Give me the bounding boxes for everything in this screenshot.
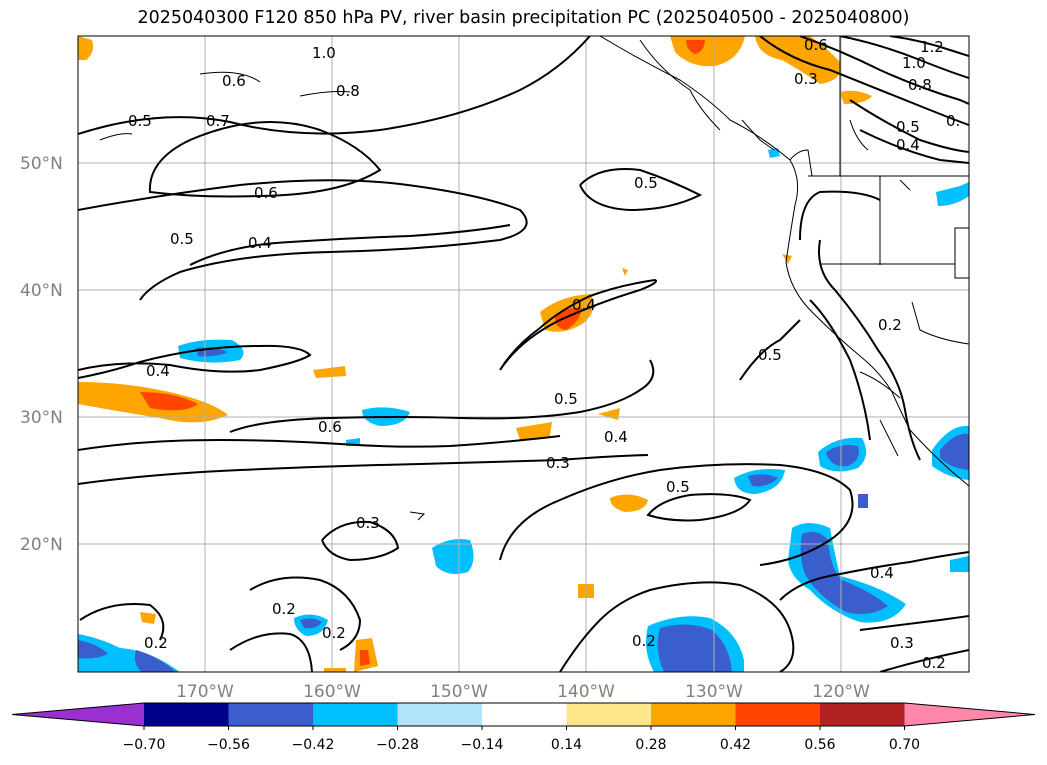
lon-label: 130°W	[685, 682, 743, 702]
lon-label: 150°W	[430, 682, 488, 702]
colorbar-label: −0.42	[292, 737, 335, 753]
contour-label: 0.4	[572, 296, 596, 314]
shade-cyan	[432, 539, 474, 574]
shade-cyan	[950, 556, 969, 572]
contour-label: 0.2	[922, 654, 946, 672]
map-title: 2025040300 F120 850 hPa PV, river basin …	[137, 8, 910, 28]
shade-blue	[800, 532, 888, 614]
longitude-labels: 170°W 160°W 150°W 140°W 130°W 120°W	[176, 682, 870, 702]
map-frame	[77, 35, 970, 673]
contour-label: 0.3	[890, 634, 914, 652]
colorbar-segment	[482, 703, 567, 726]
contour-label: 0.4	[248, 234, 272, 252]
contour-label: 0.5	[170, 230, 194, 248]
colorbar-label: −0.28	[376, 737, 419, 753]
lon-label: 120°W	[812, 682, 870, 702]
contour-label: 0.2	[144, 634, 168, 652]
colorbar-segment	[228, 703, 314, 726]
contour-label: 0.5	[666, 478, 690, 496]
contour-label: 0.	[946, 112, 960, 130]
contour-label: 0.3	[794, 70, 818, 88]
shade-blue	[134, 650, 176, 672]
colorbar-label: 0.42	[720, 737, 751, 753]
shade-blue	[748, 474, 778, 487]
pv-contours	[78, 36, 969, 672]
shade-blue	[300, 618, 322, 629]
colorbar: −0.70 −0.56 −0.42 −0.28 −0.14 0.14 0.28 0.42 0.5…	[11, 702, 1036, 753]
shade-red	[140, 392, 198, 411]
shade-orange	[782, 254, 792, 264]
contour-label: 0.5	[896, 118, 920, 136]
shade-red	[360, 650, 370, 666]
colorbar-segment	[651, 703, 736, 726]
shade-blue	[826, 444, 859, 467]
lat-label: 20°N	[20, 535, 63, 555]
contour-label: 0.6	[254, 184, 278, 202]
contour-label: 0.5	[554, 390, 578, 408]
colorbar-label: 0.14	[551, 737, 582, 753]
shade-orange	[324, 668, 346, 672]
contour-label: 0.6	[318, 418, 342, 436]
contour-label: 0.2	[272, 600, 296, 618]
contour-label: 1.0	[902, 54, 926, 72]
shade-orange	[610, 494, 648, 512]
colorbar-extend-max	[904, 703, 1035, 726]
contour-label: 0.8	[908, 76, 932, 94]
contour-label: 0.2	[632, 632, 656, 650]
contour-label: 0.6	[222, 72, 246, 90]
contour-label: 0.4	[870, 564, 894, 582]
colorbar-label: 0.56	[804, 737, 835, 753]
colorbar-segment	[566, 703, 652, 726]
colorbar-segment	[397, 703, 483, 726]
contour-label: 0.3	[356, 514, 380, 532]
contour-label: 0.5	[758, 346, 782, 364]
colorbar-extend-min	[12, 703, 144, 726]
contour-label: 0.4	[146, 362, 170, 380]
contour-label: 0.6	[804, 36, 828, 54]
contour-label: 0.4	[604, 428, 628, 446]
shade-blue	[78, 640, 108, 659]
colorbar-segment	[144, 703, 229, 726]
contour-labels: 1.0 0.8 0.6 0.7 0.5 0.6 0.5 0.4 0.5 0.4 …	[128, 36, 960, 672]
shade-orange	[78, 36, 94, 60]
contour-label: 0.5	[634, 174, 658, 192]
shade-blue	[657, 624, 732, 672]
shade-blue	[940, 433, 969, 470]
colorbar-label: −0.14	[461, 737, 504, 753]
colorbar-label: −0.56	[207, 737, 250, 753]
colorbar-segment	[313, 703, 398, 726]
contour-label: 0.4	[896, 136, 920, 154]
contour-label: 0.2	[322, 624, 346, 642]
colorbar-label: 0.28	[635, 737, 666, 753]
shade-orange	[516, 422, 552, 440]
colorbar-segment	[820, 703, 905, 726]
shade-orange	[622, 268, 628, 276]
latitude-labels: 50°N 40°N 30°N 20°N	[20, 154, 63, 555]
lat-label: 50°N	[20, 154, 63, 174]
shade-orange	[840, 90, 872, 104]
shade-red	[686, 40, 705, 54]
lon-label: 160°W	[303, 682, 361, 702]
contour-label: 1.2	[920, 38, 944, 56]
contour-label: 0.2	[878, 316, 902, 334]
contour-label: 0.8	[336, 82, 360, 100]
colorbar-label: −0.70	[123, 737, 166, 753]
colorbar-segment	[735, 703, 821, 726]
lat-label: 30°N	[20, 408, 63, 428]
lon-label: 170°W	[176, 682, 234, 702]
shade-orange	[140, 612, 156, 624]
contour-label: 0.7	[206, 112, 230, 130]
contour-label: 0.5	[128, 112, 152, 130]
shade-orange	[313, 366, 346, 378]
shade-cyan	[936, 182, 969, 206]
contour-label: 1.0	[312, 44, 336, 62]
contour-label: 0.3	[546, 454, 570, 472]
lat-label: 40°N	[20, 281, 63, 301]
shade-cyan	[768, 148, 780, 158]
lon-label: 140°W	[557, 682, 615, 702]
colorbar-label: 0.70	[889, 737, 920, 753]
shade-blue	[858, 494, 868, 508]
